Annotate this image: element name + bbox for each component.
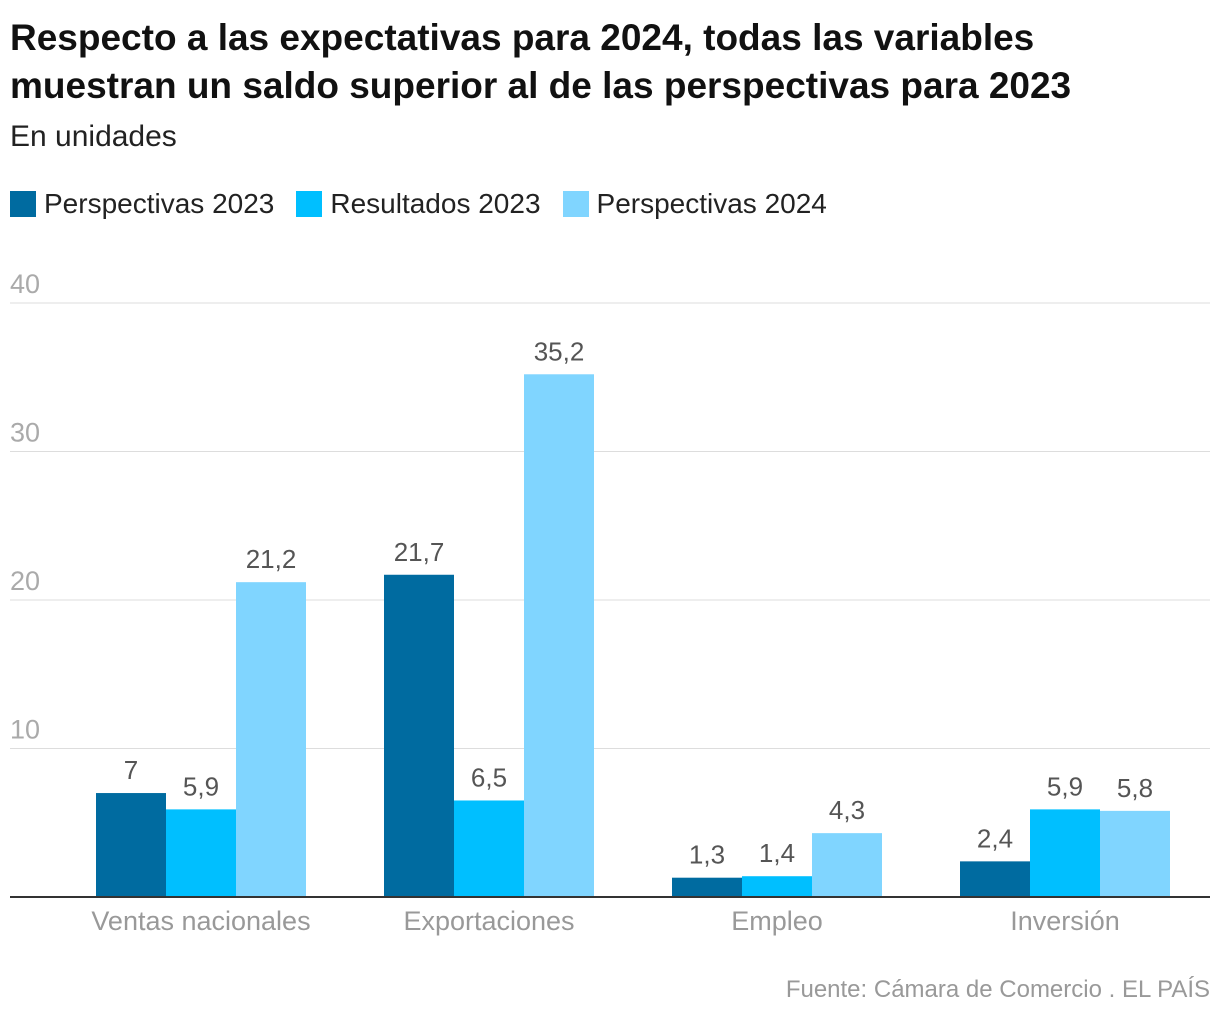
legend-item-perspectivas-2023: Perspectivas 2023 [10, 188, 274, 220]
bar-1-2 [524, 374, 594, 897]
y-tick-label-10: 10 [10, 715, 40, 745]
legend-swatch-perspectivas-2024 [562, 191, 589, 217]
data-label-1-1: 6,5 [471, 762, 507, 792]
bar-1-1 [454, 800, 524, 897]
chart-legend: Perspectivas 2023 Resultados 2023 Perspe… [10, 188, 849, 220]
x-tick-label-0: Ventas nacionales [91, 906, 310, 936]
legend-label-resultados-2023: Resultados 2023 [330, 188, 541, 219]
bar-1-0 [384, 574, 454, 897]
legend-label-perspectivas-2024: Perspectivas 2024 [596, 188, 827, 219]
data-label-1-2: 35,2 [534, 336, 585, 366]
chart-title: Respecto a las expectativas para 2024, t… [10, 17, 1072, 106]
bar-0-0 [96, 793, 166, 897]
x-tick-label-1: Exportaciones [403, 906, 574, 936]
chart-subtitle: En unidades [10, 120, 177, 153]
bar-0-2 [236, 582, 306, 897]
data-label-3-2: 5,8 [1117, 773, 1153, 803]
data-label-2-1: 1,4 [759, 838, 795, 868]
bar-chart: 10 20 30 40 7 5,9 21,2 Ventas nacionales 21,7 6,5… [10, 269, 1210, 936]
bar-3-2 [1100, 810, 1170, 897]
data-label-2-2: 4,3 [829, 795, 865, 825]
bar-3-0 [960, 861, 1030, 897]
legend-swatch-perspectivas-2023 [10, 191, 36, 217]
data-label-3-1: 5,9 [1047, 771, 1083, 801]
legend-item-resultados-2023: Resultados 2023 [296, 188, 541, 220]
data-label-3-0: 2,4 [977, 823, 1013, 853]
data-label-1-0: 21,7 [394, 537, 445, 567]
data-label-0-1: 5,9 [183, 771, 219, 801]
bar-2-1 [742, 876, 812, 897]
source-note: Fuente: Cámara de Comercio . EL PAÍS [785, 976, 1210, 1003]
data-label-0-0: 7 [124, 755, 138, 785]
data-label-0-2: 21,2 [246, 544, 297, 574]
y-tick-label-20: 20 [10, 566, 40, 596]
bar-3-1 [1030, 809, 1100, 897]
legend-swatch-resultados-2023 [296, 191, 323, 217]
bar-2-2 [812, 833, 882, 897]
legend-label-perspectivas-2023: Perspectivas 2023 [44, 188, 275, 219]
bar-2-0 [672, 877, 742, 897]
bar-0-1 [166, 809, 236, 897]
data-label-2-0: 1,3 [689, 840, 725, 870]
y-tick-label-40: 40 [10, 269, 40, 299]
x-tick-label-3: Inversión [1010, 906, 1120, 936]
legend-item-perspectivas-2024: Perspectivas 2024 [562, 188, 827, 220]
x-tick-label-2: Empleo [731, 906, 823, 936]
y-tick-label-30: 30 [10, 418, 40, 448]
